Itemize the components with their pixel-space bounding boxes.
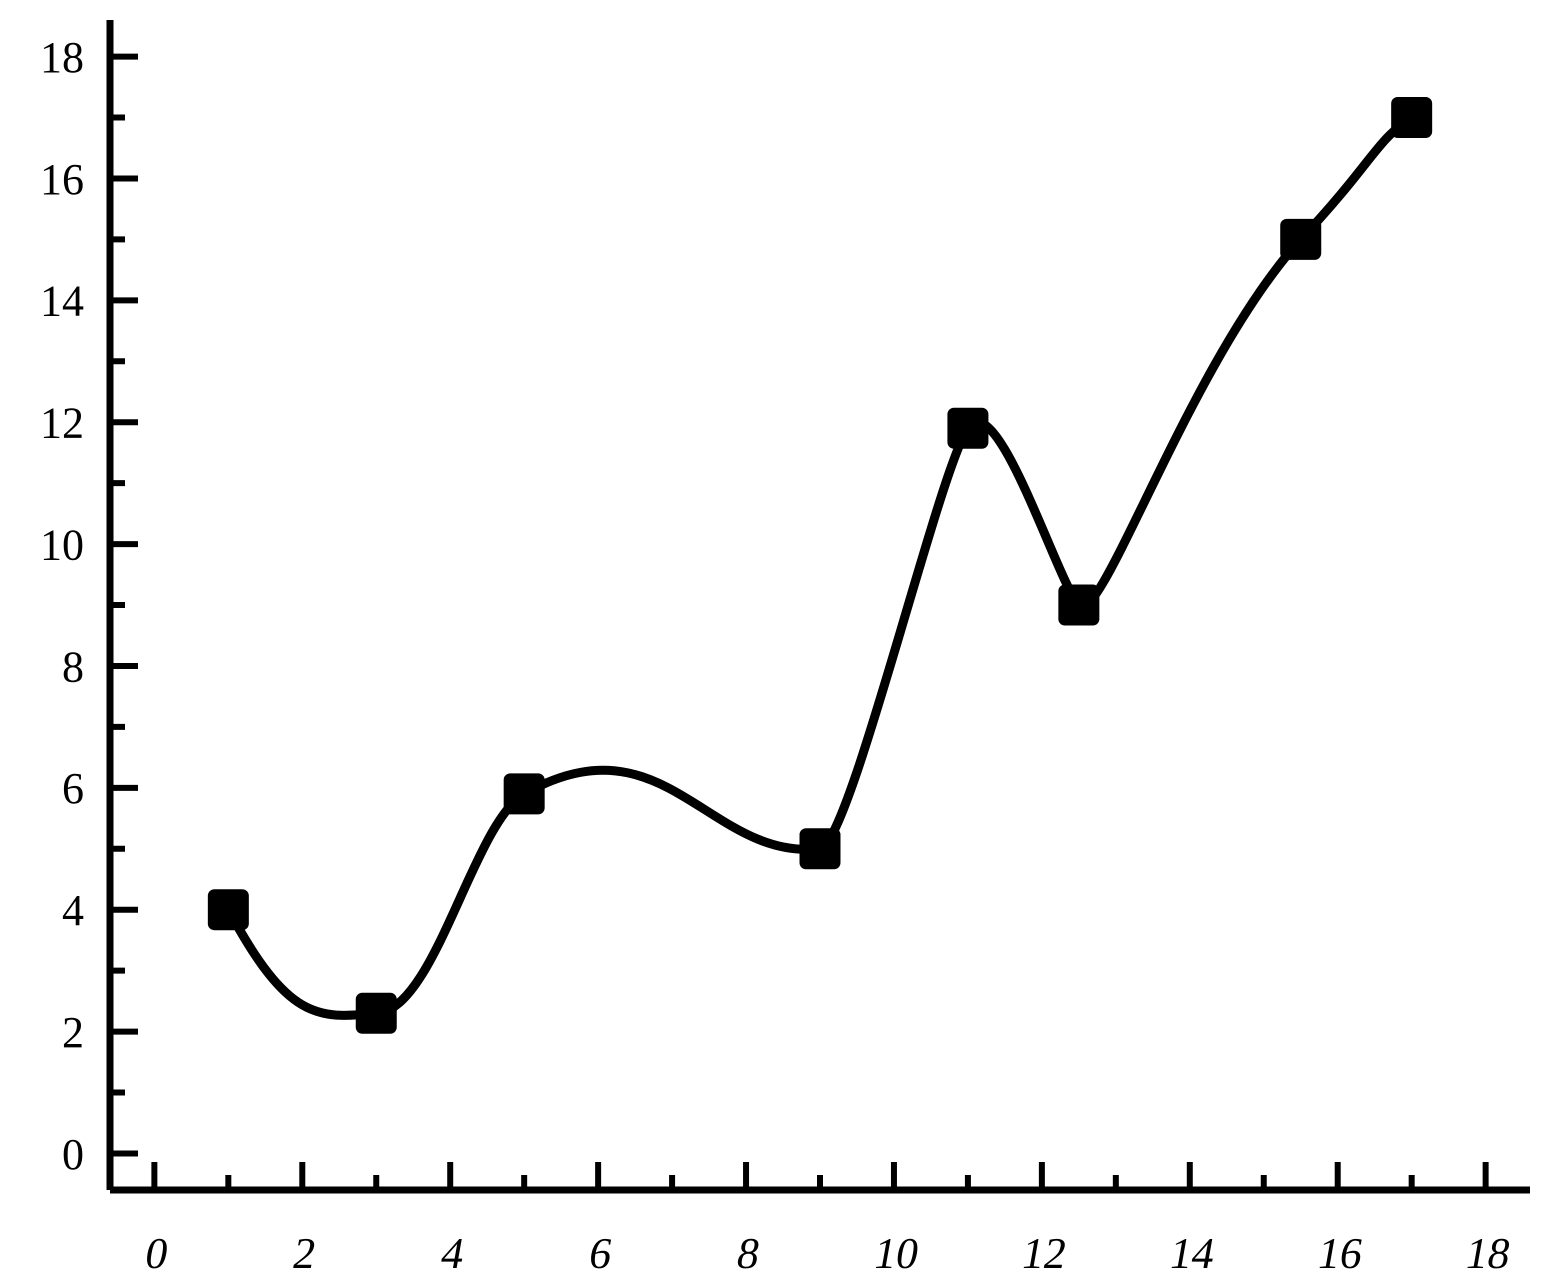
y-tick-label: 8 — [62, 642, 84, 691]
x-tick-label: 18 — [1462, 1228, 1515, 1278]
series-marker — [504, 774, 544, 814]
series-marker — [1059, 585, 1099, 625]
y-tick-label: 12 — [40, 399, 84, 448]
y-tick-label: 6 — [62, 764, 84, 813]
series-marker — [356, 993, 396, 1033]
chart-container: 024681012141618024681012141618 — [0, 0, 1557, 1282]
series-marker — [800, 829, 840, 869]
y-tick-label: 10 — [40, 520, 84, 569]
x-tick-label: 12 — [1018, 1228, 1071, 1278]
series-marker — [1392, 98, 1432, 138]
y-tick-label: 0 — [62, 1130, 84, 1179]
line-chart: 024681012141618024681012141618 — [0, 0, 1557, 1282]
series-marker — [1281, 219, 1321, 259]
series-marker — [948, 408, 988, 448]
series-marker — [208, 890, 248, 930]
chart-background — [0, 0, 1557, 1282]
y-tick-label: 2 — [62, 1008, 84, 1057]
y-tick-label: 16 — [40, 155, 84, 204]
x-tick-label: 16 — [1314, 1228, 1367, 1278]
x-tick-label: 14 — [1166, 1228, 1219, 1278]
y-tick-label: 14 — [40, 277, 84, 326]
y-tick-label: 4 — [62, 886, 84, 935]
x-tick-label: 10 — [870, 1228, 923, 1278]
y-tick-label: 18 — [40, 33, 84, 82]
